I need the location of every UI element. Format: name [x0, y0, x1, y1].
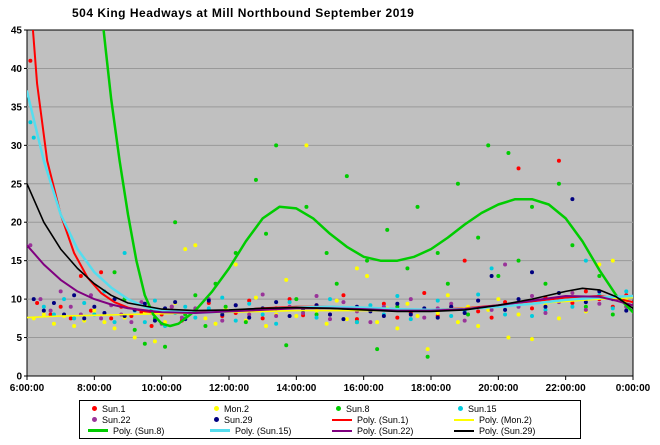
x-axis-tick-label: 14:00:00 [276, 383, 316, 394]
x-axis-tick-label: 16:00:00 [344, 383, 384, 394]
legend-item-sun-8: Sun.8 [332, 403, 450, 414]
legend-dot-marker [92, 406, 97, 411]
y-axis-tick-label: 5 [16, 333, 22, 344]
y-axis-tick-label: 20 [11, 218, 23, 229]
trendline-poly-sun-29 [27, 183, 633, 313]
legend-label: Poly. (Mon.2) [479, 414, 532, 425]
legend-line-marker [332, 429, 352, 432]
legend-label: Poly. (Sun.1) [357, 414, 409, 425]
chart-canvas: 0 5 10 15 20 25 30 35 40 45 6:00:00 8:00:00 10:00:00… [0, 24, 660, 396]
legend-item-poly-mon-2: Poly. (Mon.2) [454, 414, 572, 425]
legend-label: Poly. (Sun.8) [113, 425, 165, 436]
legend-line-marker [210, 429, 230, 432]
legend-item-poly-sun-15: Poly. (Sun.15) [210, 425, 328, 436]
y-axis-tick-label: 45 [11, 26, 23, 37]
legend-item-sun-29: Sun.29 [210, 414, 328, 425]
x-axis-tick-label: 18:00:00 [411, 383, 451, 394]
y-axis-tick-label: 15 [11, 256, 23, 267]
legend-dot-marker [336, 406, 341, 411]
y-axis-tick-label: 25 [11, 179, 23, 190]
y-axis-tick-label: 0 [16, 372, 22, 383]
legend-label: Sun.1 [102, 403, 126, 414]
x-axis-tick-label: 8:00:00 [77, 383, 112, 394]
legend-line-marker [454, 429, 474, 432]
legend-item-sun-22: Sun.22 [88, 414, 206, 425]
legend-dot-marker [214, 417, 219, 422]
chart-title: 504 King Headways at Mill Northbound Sep… [72, 6, 415, 20]
legend-item-poly-sun-8: Poly. (Sun.8) [88, 425, 206, 436]
legend-item-sun-1: Sun.1 [88, 403, 206, 414]
x-axis-tick-label: 12:00:00 [209, 383, 249, 394]
legend-label: Poly. (Sun.29) [479, 425, 536, 436]
legend-item-sun-15: Sun.15 [454, 403, 572, 414]
x-axis-tick-label: 20:00:00 [478, 383, 518, 394]
chart-svg: 0 5 10 15 20 25 30 35 40 45 6:00:00 8:00:00 10:00:00… [10, 26, 651, 395]
legend-label: Poly. (Sun.15) [235, 425, 292, 436]
y-axis-tick-label: 30 [11, 141, 23, 152]
legend-item-poly-sun-29: Poly. (Sun.29) [454, 425, 572, 436]
legend-line-marker [332, 418, 352, 421]
legend-item-mon-2: Mon.2 [210, 403, 328, 414]
legend-label: Sun.15 [468, 403, 497, 414]
legend-dot-marker [458, 406, 463, 411]
legend-line-marker [454, 418, 474, 421]
y-axis-tick-label: 35 [11, 102, 23, 113]
legend-label: Sun.8 [346, 403, 370, 414]
x-axis-tick-label: 0:00:00 [616, 383, 651, 394]
trendline-poly-sun-8 [102, 30, 633, 328]
legend-dot-marker [214, 406, 219, 411]
legend-line-marker [88, 429, 108, 432]
x-axis-tick-label: 10:00:00 [142, 383, 182, 394]
x-axis-tick-label: 6:00:00 [10, 383, 45, 394]
legend-label: Poly. (Sun.22) [357, 425, 414, 436]
legend-label: Sun.22 [102, 414, 131, 425]
y-axis-tick-label: 40 [11, 64, 23, 75]
legend-dot-marker [92, 417, 97, 422]
legend-item-poly-sun-1: Poly. (Sun.1) [332, 414, 450, 425]
legend-label: Mon.2 [224, 403, 250, 414]
y-axis-tick-label: 10 [11, 295, 23, 306]
legend-item-poly-sun-22: Poly. (Sun.22) [332, 425, 450, 436]
chart-legend: Sun.1 Mon.2 Sun.8 Sun.15 Sun.22 Sun.29 Poly. (… [79, 400, 581, 439]
legend-label: Sun.29 [224, 414, 253, 425]
series-sun-8-points [112, 143, 629, 359]
x-axis-tick-label: 22:00:00 [546, 383, 586, 394]
